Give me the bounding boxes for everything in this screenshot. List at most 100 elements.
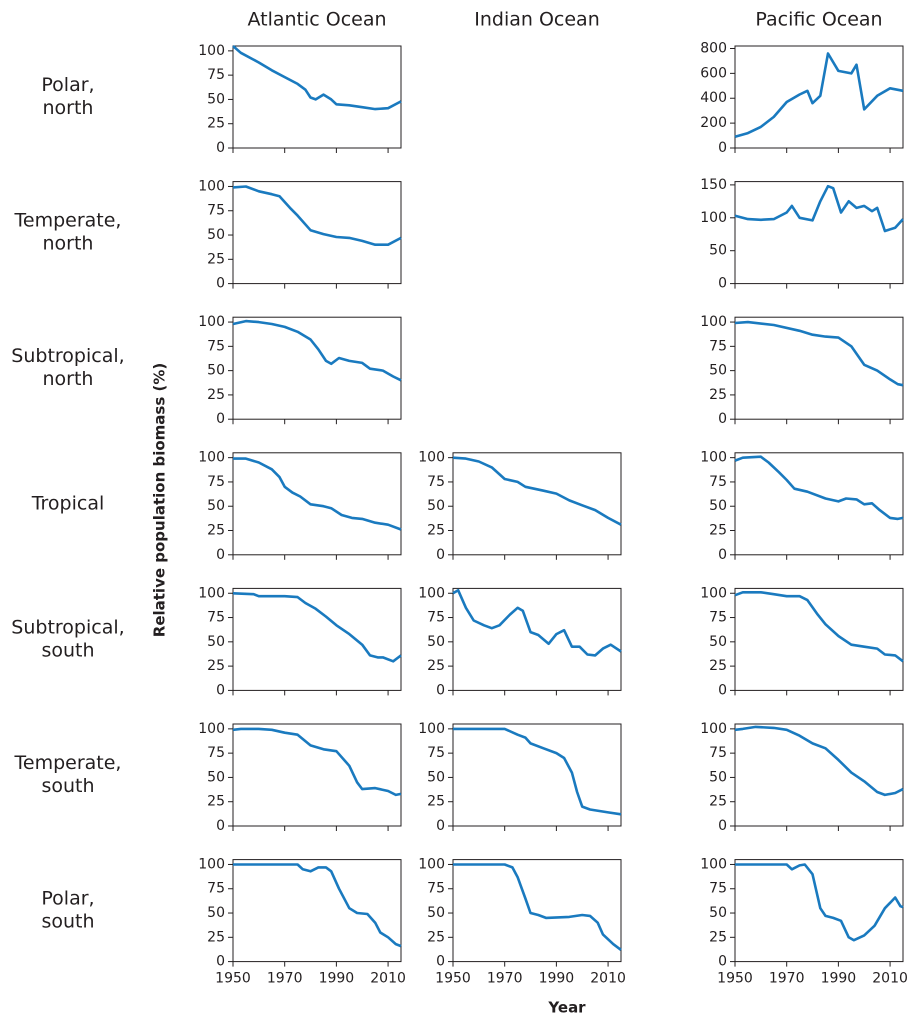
y-tick-label: 0 xyxy=(216,547,225,563)
column-title: Pacific Ocean xyxy=(755,9,882,31)
x-tick-label: 1970 xyxy=(267,971,303,987)
plot-frame xyxy=(734,45,904,149)
y-tick-label: 75 xyxy=(207,881,225,897)
y-tick-label: 0 xyxy=(216,140,225,156)
y-tick-label: 0 xyxy=(718,276,727,292)
y-tick-label: 0 xyxy=(436,818,445,834)
data-line xyxy=(232,185,402,246)
plot-frame xyxy=(232,181,402,285)
x-tick-label: 2010 xyxy=(872,971,908,987)
y-tick-label: 50 xyxy=(207,227,225,243)
y-tick-label: 25 xyxy=(207,794,225,810)
y-tick-label: 100 xyxy=(198,43,225,59)
data-line xyxy=(452,456,622,526)
y-tick-label: 100 xyxy=(198,721,225,737)
y-tick-label: 100 xyxy=(700,721,727,737)
y-tick-label: 50 xyxy=(427,905,445,921)
y-tick-label: 0 xyxy=(436,547,445,563)
plot-frame xyxy=(734,316,904,420)
plot-frame xyxy=(232,452,402,556)
y-tick-label: 75 xyxy=(207,67,225,83)
y-tick-label: 100 xyxy=(700,210,727,226)
row-label: south xyxy=(41,911,94,933)
y-tick-label: 150 xyxy=(700,177,727,193)
y-tick-label: 75 xyxy=(709,881,727,897)
y-tick-label: 100 xyxy=(700,450,727,466)
y-tick-label: 25 xyxy=(427,523,445,539)
plot-frame xyxy=(232,45,402,149)
y-tick-label: 50 xyxy=(709,363,727,379)
y-tick-label: 25 xyxy=(207,387,225,403)
y-tick-label: 100 xyxy=(700,314,727,330)
data-line xyxy=(453,863,622,951)
y-tick-label: 75 xyxy=(709,338,727,354)
y-tick-label: 0 xyxy=(718,140,727,156)
y-tick-label: 75 xyxy=(207,338,225,354)
y-tick-label: 75 xyxy=(427,881,445,897)
row-label: south xyxy=(41,639,94,661)
y-tick-label: 100 xyxy=(700,585,727,601)
data-line xyxy=(734,725,904,797)
y-tick-label: 75 xyxy=(207,203,225,219)
y-tick-label: 0 xyxy=(718,682,727,698)
column-title: Indian Ocean xyxy=(474,9,600,31)
y-tick-label: 25 xyxy=(207,523,225,539)
x-tick-label: 1990 xyxy=(319,971,355,987)
y-tick-label: 75 xyxy=(207,474,225,490)
plot-frame xyxy=(734,587,904,691)
y-tick-label: 0 xyxy=(216,954,225,970)
y-tick-label: 50 xyxy=(207,905,225,921)
y-tick-label: 600 xyxy=(700,65,727,81)
row-label: Temperate, xyxy=(14,210,122,232)
y-tick-label: 75 xyxy=(427,745,445,761)
y-tick-label: 100 xyxy=(198,314,225,330)
plot-frame xyxy=(734,723,904,827)
plot-frame xyxy=(452,859,622,963)
y-tick-label: 25 xyxy=(207,116,225,132)
row-label: south xyxy=(41,775,94,797)
row-label: north xyxy=(43,97,94,119)
x-tick-label: 2010 xyxy=(590,971,626,987)
plot-frame xyxy=(232,316,402,420)
y-tick-label: 100 xyxy=(418,450,445,466)
column-title: Atlantic Ocean xyxy=(247,9,386,31)
data-line xyxy=(233,457,402,531)
y-tick-label: 50 xyxy=(709,634,727,650)
plot-frame xyxy=(452,723,622,827)
y-tick-label: 100 xyxy=(418,856,445,872)
x-tick-label: 2010 xyxy=(370,971,406,987)
plot-frame xyxy=(452,587,622,691)
data-line xyxy=(734,52,904,139)
data-line xyxy=(734,320,904,387)
x-tick-label: 1950 xyxy=(215,971,251,987)
plot-frame xyxy=(232,859,402,963)
y-tick-label: 0 xyxy=(718,818,727,834)
y-tick-label: 25 xyxy=(709,658,727,674)
plot-frame xyxy=(734,181,904,285)
y-tick-label: 50 xyxy=(207,363,225,379)
data-line xyxy=(453,727,622,816)
y-tick-label: 75 xyxy=(427,474,445,490)
y-tick-label: 0 xyxy=(216,411,225,427)
row-label: Polar, xyxy=(41,74,94,96)
y-tick-label: 50 xyxy=(427,769,445,785)
y-tick-label: 50 xyxy=(709,905,727,921)
y-tick-label: 100 xyxy=(700,856,727,872)
data-line xyxy=(735,863,904,942)
y-tick-label: 75 xyxy=(709,610,727,626)
row-label: Polar, xyxy=(41,888,94,910)
data-line xyxy=(232,319,402,382)
y-tick-label: 25 xyxy=(709,794,727,810)
y-tick-label: 100 xyxy=(198,856,225,872)
data-line xyxy=(734,591,904,663)
row-label: north xyxy=(43,368,94,390)
y-tick-label: 25 xyxy=(427,929,445,945)
y-tick-label: 0 xyxy=(718,954,727,970)
y-tick-label: 100 xyxy=(198,450,225,466)
y-tick-label: 25 xyxy=(709,523,727,539)
y-tick-label: 0 xyxy=(718,547,727,563)
y-tick-label: 50 xyxy=(709,769,727,785)
row-label: Temperate, xyxy=(14,752,122,774)
y-tick-label: 50 xyxy=(427,634,445,650)
